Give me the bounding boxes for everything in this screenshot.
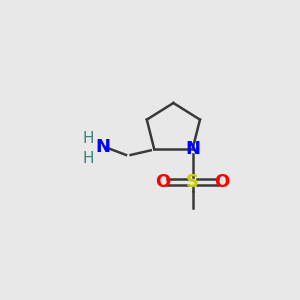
Text: O: O (155, 173, 171, 191)
Text: N: N (185, 140, 200, 158)
Text: H: H (83, 131, 94, 146)
Text: H: H (83, 151, 94, 166)
Text: S: S (186, 173, 199, 191)
Text: O: O (214, 173, 230, 191)
Text: N: N (95, 138, 110, 156)
